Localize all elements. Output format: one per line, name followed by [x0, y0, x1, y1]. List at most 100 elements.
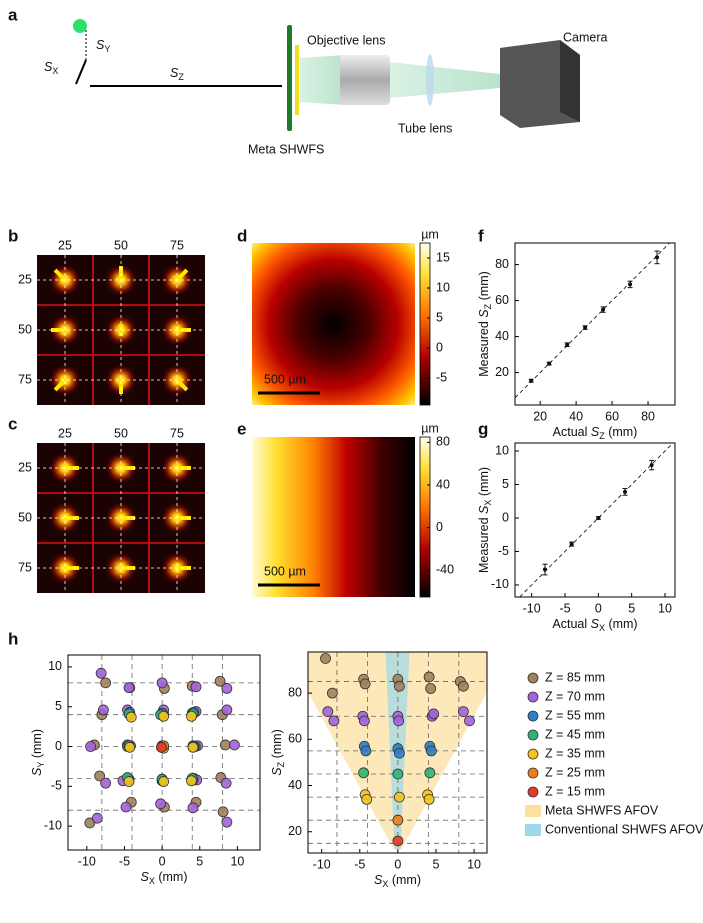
x-tick-label: 0 [159, 854, 166, 868]
axis-label: SX (mm) [141, 870, 188, 886]
unit: (mm) [388, 873, 421, 887]
unit: (mm) [477, 271, 491, 304]
legend-marker [527, 767, 539, 779]
legend-label: Meta SHWFS AFOV [545, 803, 659, 817]
point [221, 683, 233, 694]
point [123, 682, 135, 694]
point [601, 307, 606, 312]
x-tick-label: -5 [354, 857, 365, 871]
y-tick-label: 5 [502, 477, 509, 491]
scale-bar-label: 500 µm [264, 372, 306, 386]
beam [300, 55, 345, 105]
symbol: S [477, 505, 491, 514]
y-tick-label: 40 [495, 329, 509, 343]
point [569, 542, 574, 547]
panel-label: e [237, 419, 246, 438]
point [655, 255, 660, 260]
point [94, 770, 106, 782]
sub: Z [599, 431, 605, 441]
point [649, 463, 654, 468]
heatmap [252, 243, 415, 405]
col-label: 75 [170, 238, 184, 252]
point [358, 715, 370, 727]
point [392, 768, 404, 780]
scale-bar-label: 500 µm [264, 564, 306, 578]
plot-frame [514, 442, 676, 598]
y-tick-label: 5 [55, 699, 62, 713]
col-label: 50 [114, 238, 128, 252]
point [158, 710, 170, 722]
x-tick-label: 20 [533, 409, 547, 423]
x-tick-label: 80 [641, 409, 655, 423]
point [623, 489, 627, 494]
panel-label: g [478, 419, 488, 438]
legend-label: Z = 35 mm [545, 746, 605, 760]
shift-arrow [53, 268, 65, 280]
x-tick-label: -10 [523, 601, 541, 615]
point [393, 715, 405, 727]
point [359, 678, 371, 690]
point [425, 683, 437, 694]
y-tick-label: 60 [288, 732, 302, 746]
legend-swatch [525, 805, 541, 817]
sx-label: SX [44, 60, 58, 76]
sx-arrow [75, 59, 87, 85]
colorbar-tick-label: -40 [436, 563, 454, 577]
panel-label: b [8, 226, 18, 245]
row-label: 25 [18, 460, 32, 474]
symbol: S [477, 309, 491, 318]
axis-label: SY (mm) [30, 729, 46, 776]
shift-arrow [177, 380, 189, 392]
legend-label: Z = 55 mm [545, 708, 605, 722]
y-tick-label: 20 [495, 365, 509, 379]
sub: X [599, 623, 605, 633]
point [186, 710, 197, 722]
symbol: S [30, 767, 44, 776]
tube-label: Tube lens [398, 121, 452, 135]
legend-marker [527, 710, 539, 722]
legend-marker [527, 729, 539, 741]
colorbar-tick-label: 10 [436, 280, 450, 294]
y-tick-label: -10 [491, 577, 509, 591]
beam [390, 62, 500, 98]
symbol: S [270, 767, 284, 776]
panel-label: a [8, 5, 18, 24]
row-label: 25 [18, 272, 32, 286]
point [457, 680, 469, 692]
colorbar-tick-label: 40 [436, 477, 450, 491]
meta-label: Meta SHWFS [248, 142, 324, 156]
col-label: 25 [58, 426, 72, 440]
panel-label: h [8, 629, 18, 648]
source [73, 19, 87, 33]
point [423, 671, 435, 683]
sub: Z [276, 761, 286, 767]
point [124, 741, 136, 753]
shift-arrow [53, 380, 65, 392]
heatmap [252, 437, 415, 597]
plot-frame [67, 654, 261, 851]
point [187, 741, 199, 753]
shift-arrow [177, 268, 189, 280]
symbol: S [44, 60, 53, 74]
sub: Z [483, 303, 493, 309]
point [220, 777, 232, 789]
point [392, 814, 404, 826]
sy-label: SY [96, 38, 110, 54]
point [361, 794, 373, 805]
axis-label: Measured SX (mm) [477, 467, 493, 573]
identity-line [514, 242, 670, 399]
sz-label: SZ [170, 66, 184, 82]
legend-label: Z = 15 mm [545, 784, 605, 798]
x-tick-label: 0 [595, 601, 602, 615]
prefix: Measured [477, 318, 491, 377]
axis-label: Actual SZ (mm) [553, 425, 638, 441]
colorbar-tick-label: -5 [436, 370, 447, 384]
x-tick-label: 10 [467, 857, 481, 871]
col-label: 25 [58, 238, 72, 252]
point [394, 680, 405, 692]
x-tick-label: 10 [230, 854, 244, 868]
panel-label: d [237, 226, 247, 245]
colorbar-label: µm [421, 227, 439, 241]
y-tick-label: 10 [495, 443, 509, 457]
panel-label: f [478, 226, 484, 245]
